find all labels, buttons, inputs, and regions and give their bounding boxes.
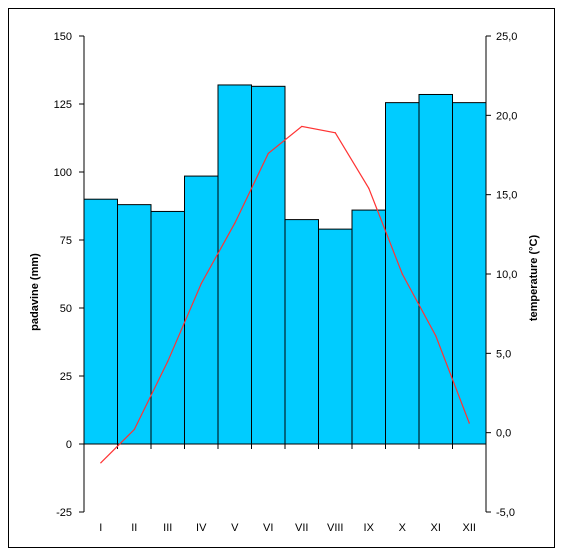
x-tick-label: XII: [463, 522, 476, 534]
temperature-point-VIII: [334, 132, 336, 134]
y-tick-label-left: -25: [56, 507, 72, 519]
temperature-series: [100, 125, 470, 464]
y-tick-label-left: 50: [60, 303, 72, 315]
temperature-line: [100, 125, 470, 464]
bar-V: [217, 84, 252, 445]
x-tick-label: V: [231, 522, 239, 534]
bar-IX: [351, 209, 386, 445]
x-tick-label: X: [399, 522, 407, 534]
axes: [79, 35, 491, 513]
temperature-point-III: [167, 360, 169, 362]
y-tick-label-right: 25,0: [496, 31, 517, 43]
y-axis-title-left: padavine (mm): [29, 253, 41, 331]
temperature-point-IX: [368, 187, 370, 189]
bar-XI: [418, 93, 453, 445]
bar-VII: [284, 219, 319, 445]
x-tick-label: VII: [295, 522, 308, 534]
y-tick-label-right: 15,0: [496, 190, 517, 202]
x-tick-label: VI: [263, 522, 273, 534]
y-tick-label-right: 0,0: [496, 428, 511, 440]
bar-VIII: [318, 228, 353, 445]
temperature-point-XI: [435, 335, 437, 337]
y-tick-label-left: 25: [60, 371, 72, 383]
temperature-point-II: [133, 428, 135, 431]
x-tick-label: II: [131, 522, 137, 534]
temperature-point-X: [401, 273, 403, 275]
temperature-point-VII: [301, 125, 303, 128]
y-tick-label-left: 75: [60, 235, 72, 247]
x-tick-label: IX: [364, 522, 375, 534]
y-tick-label-left: 0: [66, 439, 72, 451]
y-tick-label-left: 125: [54, 99, 72, 111]
bar-III: [150, 210, 185, 445]
bar-II: [117, 204, 152, 445]
y-tick-label-left: 100: [54, 167, 72, 179]
y-tick-label-right: -5,0: [496, 507, 515, 519]
x-tick-label: XI: [431, 522, 441, 534]
y-tick-label-left: 150: [54, 31, 72, 43]
x-tick-label: VIII: [327, 522, 344, 534]
temperature-point-V: [234, 222, 236, 224]
temperature-point-IV: [200, 282, 202, 285]
y-tick-label-right: 10,0: [496, 269, 517, 281]
tick-labels: -25 0 25 50 75 100 125 150 -5,0 0,0 5,0 10,0 15,0 20,…: [54, 31, 518, 534]
bar-VI: [251, 85, 286, 445]
y-tick-label-right: 20,0: [496, 110, 517, 122]
x-tick-label: III: [163, 522, 172, 534]
temperature-point-XII: [468, 422, 470, 424]
bar-I: [83, 198, 118, 445]
temperature-point-I: [100, 462, 102, 464]
x-tick-label: IV: [196, 522, 207, 534]
y-tick-label-right: 5,0: [496, 348, 511, 360]
y-axis-title-right: temperature (°C): [528, 235, 540, 322]
temperature-point-VI: [267, 152, 269, 155]
x-tick-label: I: [99, 522, 102, 534]
